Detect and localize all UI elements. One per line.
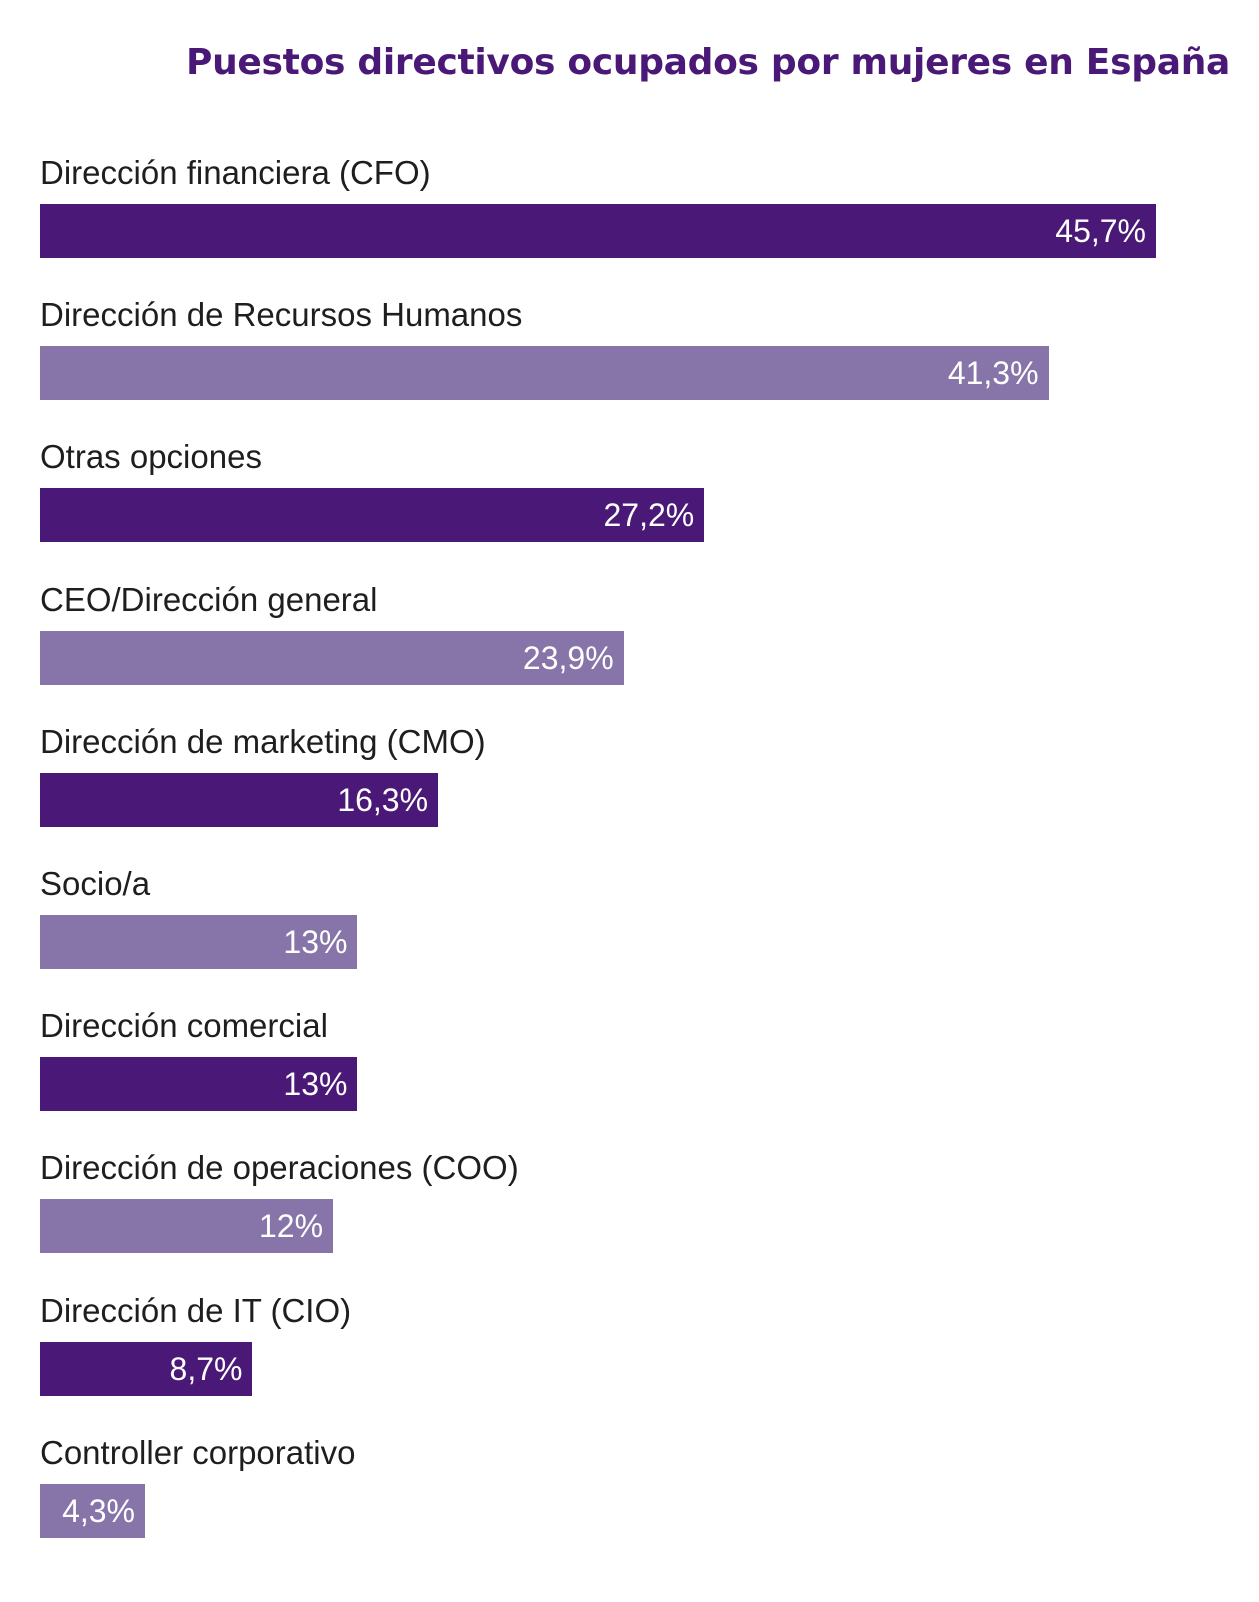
bar: 4,3% bbox=[40, 1483, 145, 1538]
bar: 12% bbox=[40, 1199, 334, 1254]
category-label: Dirección de IT (CIO) bbox=[40, 1291, 352, 1329]
bar: 45,7% bbox=[40, 204, 1156, 258]
bar-row: Otras opciones 27,2% bbox=[0, 436, 1259, 572]
bar: 13% bbox=[40, 915, 358, 969]
category-label: Dirección de operaciones (COO) bbox=[40, 1149, 519, 1187]
bar: 23,9% bbox=[40, 630, 624, 685]
category-label: CEO/Dirección general bbox=[40, 580, 378, 618]
bar: 13% bbox=[40, 1057, 358, 1112]
bar-value-label: 23,9% bbox=[522, 639, 614, 676]
bar-row: Dirección financiera (CFO) 45,7% bbox=[0, 152, 1259, 288]
category-label: Otras opciones bbox=[40, 438, 262, 476]
bar-row: Dirección de marketing (CMO) 16,3% bbox=[0, 721, 1259, 857]
bar-value-label: 41,3% bbox=[947, 355, 1039, 392]
bar-value-label: 4,3% bbox=[62, 1492, 135, 1529]
bar: 27,2% bbox=[40, 488, 705, 543]
bar-row: Dirección de Recursos Humanos 41,3% bbox=[0, 294, 1259, 430]
category-label: Dirección de marketing (CMO) bbox=[40, 722, 486, 760]
bar-row: Dirección de IT (CIO) 8,7% bbox=[0, 1290, 1259, 1426]
category-label: Controller corporativo bbox=[40, 1433, 356, 1471]
category-label: Socio/a bbox=[40, 865, 151, 902]
bar-value-label: 13% bbox=[283, 1066, 348, 1103]
chart-title: Puestos directivos ocupados por mujeres … bbox=[186, 42, 1231, 83]
bar-value-label: 12% bbox=[258, 1208, 324, 1245]
bar-value-label: 13% bbox=[283, 924, 348, 960]
bar-row: CEO/Dirección general 23,9% bbox=[0, 579, 1259, 715]
bar-row: Dirección comercial 13% bbox=[0, 1005, 1259, 1141]
category-label: Dirección financiera (CFO) bbox=[40, 154, 431, 191]
bar: 41,3% bbox=[40, 346, 1049, 401]
bar: 8,7% bbox=[40, 1341, 253, 1396]
bar: 16,3% bbox=[40, 772, 439, 827]
bar-row: Controller corporativo 4,3% bbox=[0, 1432, 1259, 1568]
category-label: Dirección de Recursos Humanos bbox=[40, 296, 523, 334]
bar-value-label: 8,7% bbox=[169, 1350, 243, 1387]
bar-value-label: 27,2% bbox=[603, 497, 695, 534]
bar-row: Dirección de operaciones (COO) 12% bbox=[0, 1147, 1259, 1283]
category-label: Dirección comercial bbox=[40, 1007, 328, 1045]
bar-value-label: 45,7% bbox=[1055, 213, 1146, 249]
bar-row: Socio/a 13% bbox=[0, 863, 1259, 999]
bar-value-label: 16,3% bbox=[337, 781, 429, 818]
